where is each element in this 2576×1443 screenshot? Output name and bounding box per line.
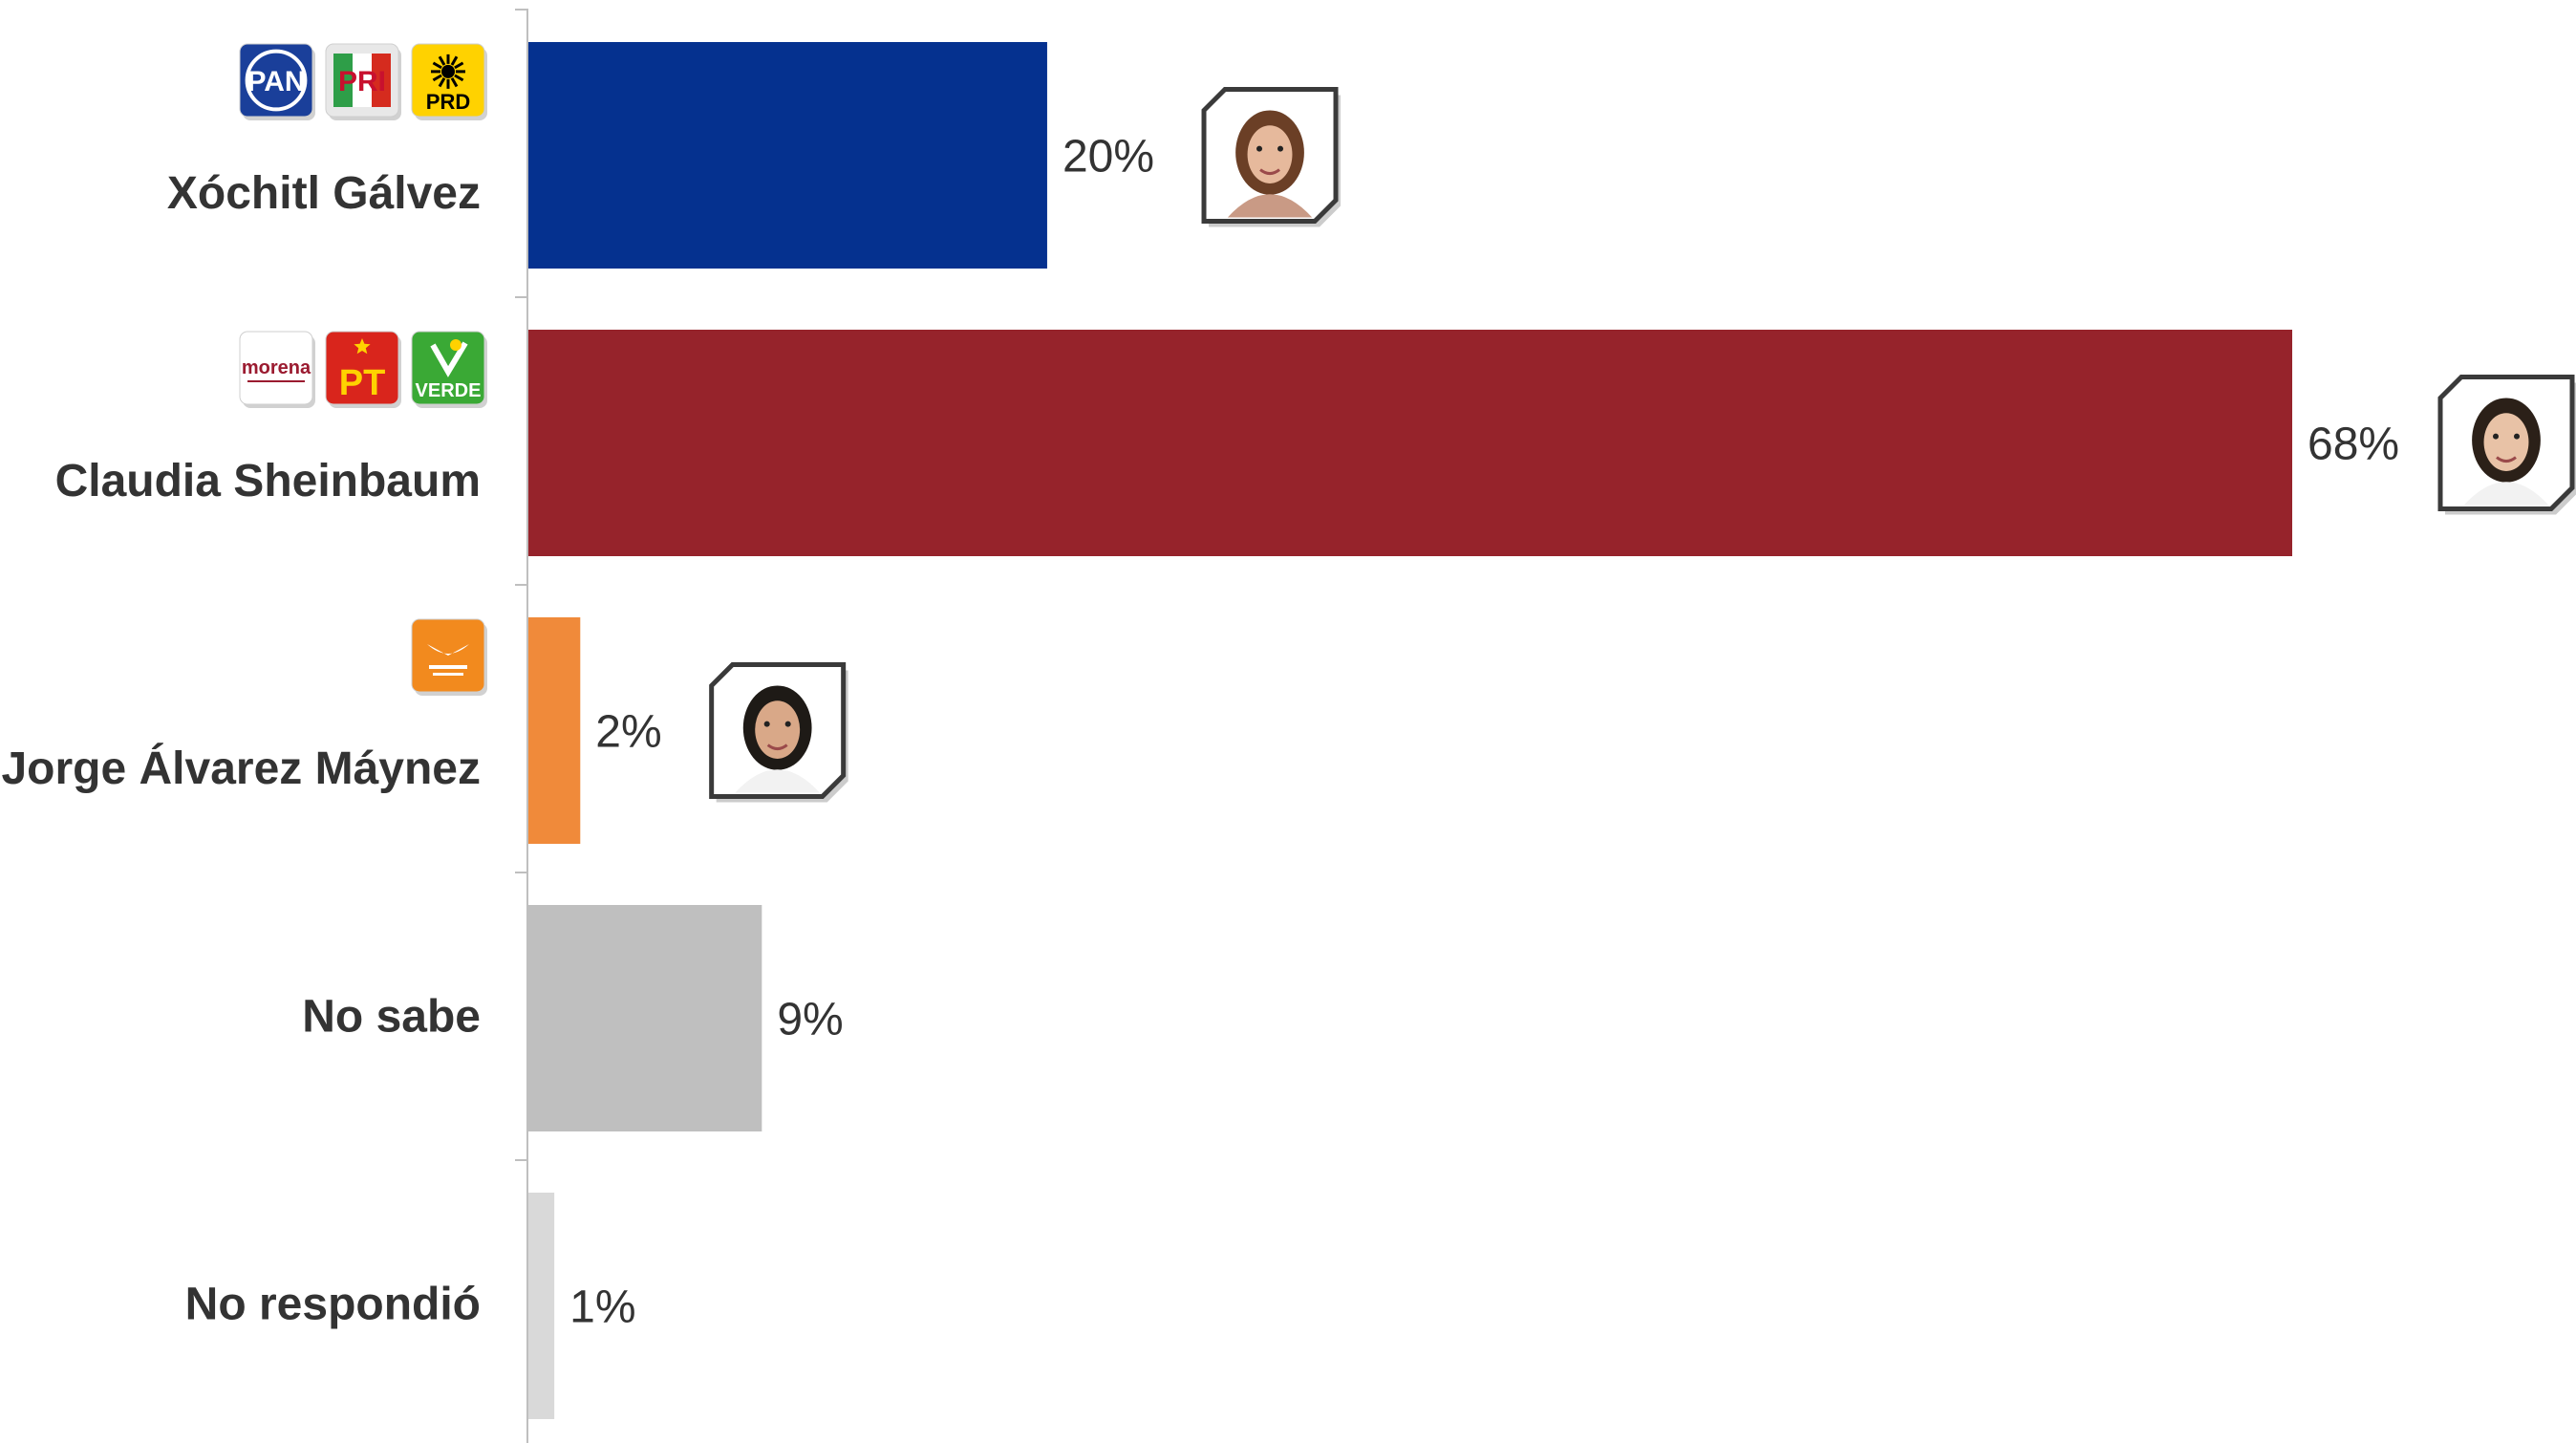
data-label: 9% [777,995,843,1045]
prd-logo: PRD [411,43,487,120]
morena-logo: morena [239,331,315,408]
verde-logo: VERDE [411,331,487,408]
svg-text:morena: morena [242,357,311,378]
candidate-photo [1201,87,1342,227]
bar [528,905,762,1131]
category-label: No respondió [185,1280,481,1330]
svg-text:PRD: PRD [426,90,470,114]
bar [528,330,2292,556]
pri-logo: PRI [325,43,401,120]
svg-text:PAN: PAN [247,66,305,97]
category-label: No sabe [302,992,481,1043]
data-label: 1% [569,1282,635,1333]
pan-logo: PAN [239,43,315,120]
data-label: 20% [1063,132,1154,183]
pt-logo: PT [325,331,401,408]
category-label: Xóchitl Gálvez [167,168,481,219]
data-label: 2% [595,707,661,758]
data-label: 68% [2308,420,2399,470]
svg-text:PT: PT [339,363,386,403]
bar [528,617,581,844]
bar [528,42,1047,269]
bar [528,1193,555,1419]
svg-text:VERDE: VERDE [416,380,482,401]
category-label: Jorge Álvarez Máynez [1,743,481,794]
candidate-photo [2437,375,2576,515]
candidate-photo [709,662,848,803]
movimiento-ciudadano-logo [411,618,487,696]
svg-text:PRI: PRI [338,66,386,97]
category-label: Claudia Sheinbaum [55,456,481,506]
